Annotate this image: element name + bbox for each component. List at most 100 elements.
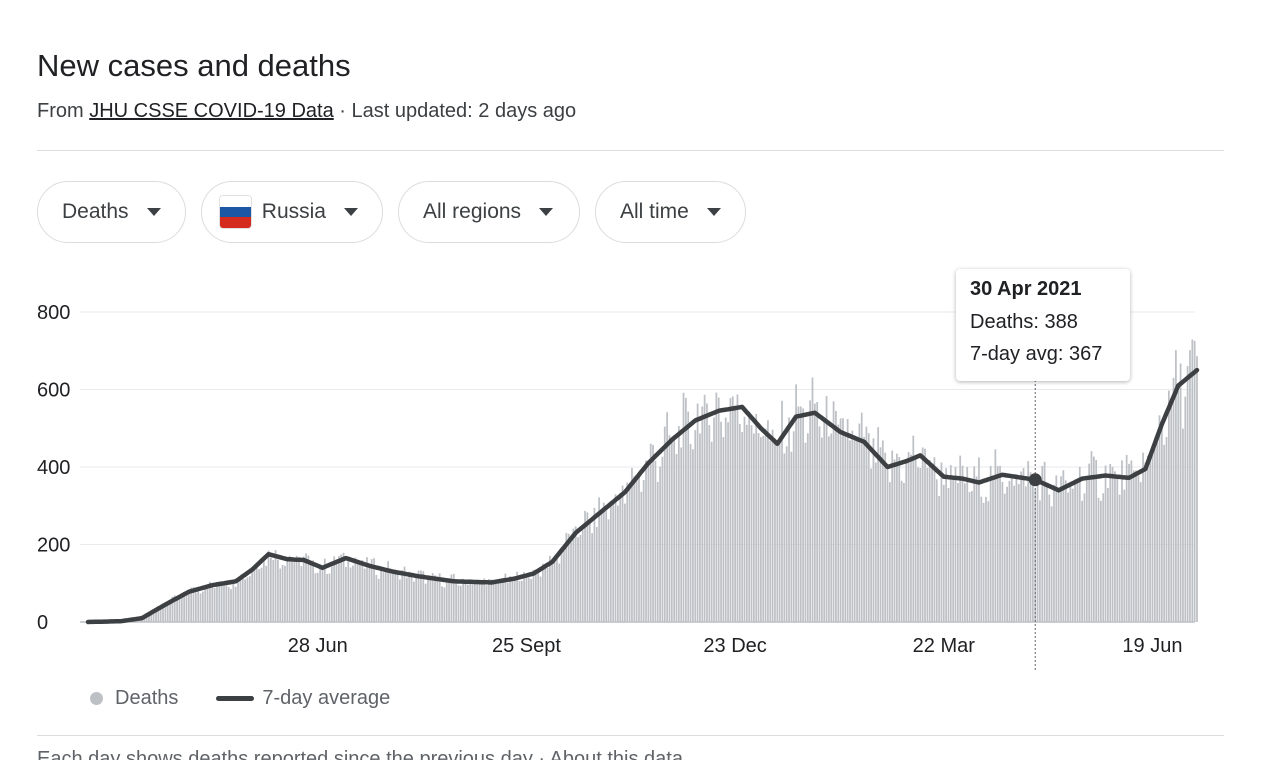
source-link[interactable]: JHU CSSE COVID-19 Data (89, 100, 334, 122)
deaths-bar (823, 422, 825, 622)
deaths-bar (591, 533, 593, 622)
deaths-bar (357, 561, 359, 622)
deaths-bar (1039, 500, 1041, 622)
deaths-bar (1173, 378, 1175, 622)
deaths-bar (844, 433, 846, 622)
deaths-bar (713, 417, 715, 622)
deaths-bar (1196, 356, 1198, 622)
x-tick-label: 19 Jun (1122, 635, 1182, 657)
deaths-bar (798, 407, 800, 622)
deaths-bar (392, 574, 394, 622)
deaths-bar (1142, 453, 1144, 622)
deaths-bar (448, 580, 450, 622)
deaths-bar (931, 467, 933, 622)
deaths-bar (533, 570, 535, 622)
deaths-bar (704, 395, 706, 622)
deaths-bar (1163, 445, 1165, 622)
deaths-bar (218, 584, 220, 622)
deaths-bar (983, 503, 985, 622)
deaths-bar (755, 414, 757, 622)
deaths-bar (1182, 429, 1184, 622)
deaths-bar (1166, 437, 1168, 622)
region-dropdown[interactable]: All regions (398, 181, 580, 243)
deaths-bar (762, 436, 764, 622)
y-tick-label: 400 (37, 457, 70, 479)
deaths-bar (701, 406, 703, 622)
deaths-bar (340, 555, 342, 622)
deaths-bar (1154, 445, 1156, 622)
deaths-bar (884, 453, 886, 622)
deaths-bar (1055, 475, 1057, 622)
deaths-bar (926, 468, 928, 622)
country-dropdown[interactable]: Russia (201, 181, 383, 243)
deaths-bar (863, 437, 865, 622)
y-tick-label: 0 (37, 612, 48, 634)
deaths-bar (612, 503, 614, 622)
page-title: New cases and deaths (37, 48, 351, 84)
deaths-bar (240, 581, 242, 622)
deaths-bar (873, 438, 875, 622)
deaths-bar (849, 440, 851, 622)
deaths-bar (706, 403, 708, 622)
deaths-bar (814, 404, 816, 622)
deaths-bar (465, 581, 467, 622)
deaths-bar (535, 574, 537, 622)
deaths-bar (652, 445, 654, 622)
metric-dropdown[interactable]: Deaths (37, 181, 186, 243)
deaths-bar (1109, 464, 1111, 622)
deaths-bar (1020, 472, 1022, 622)
y-tick-label: 200 (37, 535, 70, 557)
deaths-bar (645, 460, 647, 622)
deaths-bar (936, 479, 938, 622)
deaths-bar (1168, 391, 1170, 622)
deaths-bar (554, 558, 556, 622)
deaths-bar (1145, 463, 1147, 622)
deaths-bar (214, 588, 216, 622)
country-label: Russia (262, 200, 326, 224)
deaths-bar (633, 476, 635, 622)
deaths-bar (563, 550, 565, 622)
deaths-bar (643, 480, 645, 622)
deaths-bar (980, 497, 982, 622)
deaths-bar (1041, 466, 1043, 622)
deaths-bar (1112, 467, 1114, 622)
deaths-bar (1093, 457, 1095, 622)
deaths-bar (746, 425, 748, 622)
time-range-label: All time (620, 200, 689, 224)
deaths-bar (908, 452, 910, 622)
deaths-bar (427, 577, 429, 622)
deaths-bar (329, 574, 331, 622)
deaths-bar (568, 534, 570, 622)
deaths-bar (378, 579, 380, 622)
deaths-bar (819, 426, 821, 622)
deaths-bar (783, 453, 785, 622)
deaths-bar (636, 480, 638, 622)
deaths-bar (725, 417, 727, 622)
deaths-bar (317, 573, 319, 622)
deaths-bar (828, 436, 830, 622)
deaths-bar (408, 572, 410, 622)
deaths-bar (200, 593, 202, 622)
deaths-bar (458, 585, 460, 622)
deaths-bar (732, 396, 734, 622)
deaths-bar (987, 501, 989, 622)
deaths-bar (1126, 455, 1128, 622)
deaths-bar (364, 569, 366, 622)
deaths-bar (1072, 489, 1074, 622)
deaths-bar (1184, 397, 1186, 622)
deaths-bar (235, 587, 237, 622)
deaths-bar (748, 412, 750, 622)
deaths-bar (488, 579, 490, 622)
deaths-bar (1025, 486, 1027, 622)
time-range-dropdown[interactable]: All time (595, 181, 746, 243)
deaths-bar (1159, 415, 1161, 622)
deaths-bar (502, 579, 504, 622)
deaths-bar (326, 574, 328, 622)
deaths-bar (769, 441, 771, 622)
deaths-bar (207, 588, 209, 622)
deaths-bar (275, 550, 277, 622)
deaths-bar (1065, 480, 1067, 622)
deaths-bar (833, 401, 835, 622)
deaths-legend-swatch (90, 692, 103, 705)
deaths-bar (915, 459, 917, 622)
